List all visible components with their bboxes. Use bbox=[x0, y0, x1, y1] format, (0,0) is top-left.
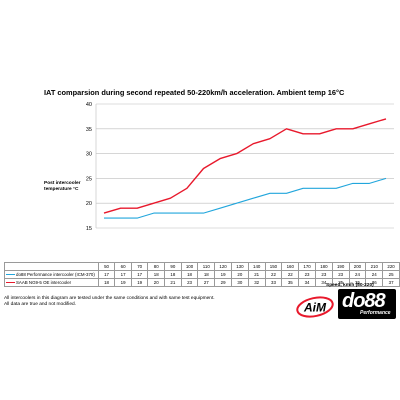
series-line-1 bbox=[104, 177, 387, 219]
legend-entry: do88 Performance intercooler (ICM-370) bbox=[4, 270, 99, 279]
y-tick-label: 25 bbox=[86, 176, 92, 182]
x-tick-label: 110 bbox=[197, 262, 216, 271]
x-tick-label: 70 bbox=[130, 262, 149, 271]
do88-logo-text: do88 bbox=[342, 290, 386, 312]
data-label: 23 bbox=[298, 270, 316, 279]
x-tick-label: 90 bbox=[164, 262, 182, 271]
x-tick-label: 120 bbox=[214, 262, 232, 271]
data-label: 19 bbox=[130, 278, 149, 287]
data-label: 29 bbox=[214, 278, 232, 287]
series-line-2 bbox=[103, 118, 387, 214]
data-label: 23 bbox=[180, 278, 199, 287]
footnote: All intercoolers in this diagram are tes… bbox=[4, 296, 215, 309]
table-corner-cell bbox=[4, 262, 99, 271]
data-label: 18 bbox=[147, 270, 166, 279]
aim-logo: AiM bbox=[296, 296, 334, 318]
table-row: do88 Performance intercooler (ICM-370) 17… bbox=[4, 270, 400, 279]
data-label: 18 bbox=[180, 270, 199, 279]
data-label: 25 bbox=[382, 270, 400, 279]
data-label: 18 bbox=[97, 278, 116, 287]
x-tick-label: 210 bbox=[365, 262, 384, 271]
data-label: 24 bbox=[365, 270, 384, 279]
data-label: 23 bbox=[331, 270, 350, 279]
data-label: 17 bbox=[114, 270, 132, 279]
data-label: 24 bbox=[348, 270, 367, 279]
data-label: 18 bbox=[197, 270, 216, 279]
y-tick-label: 15 bbox=[86, 226, 92, 232]
x-tick-label: 130 bbox=[230, 262, 249, 271]
footnote-line: All data are true and not modified. bbox=[4, 302, 76, 308]
y-tick-label: 35 bbox=[86, 127, 92, 133]
series-lines bbox=[103, 118, 387, 219]
data-label: 17 bbox=[130, 270, 149, 279]
legend-swatch bbox=[6, 282, 15, 284]
legend-label: SAAB NG9-5 OE intercooler bbox=[16, 280, 72, 285]
x-tick-label: 60 bbox=[114, 262, 132, 271]
gridlines bbox=[95, 103, 394, 229]
legend-swatch bbox=[6, 274, 15, 276]
x-tick-label: 170 bbox=[298, 262, 316, 271]
x-axis-label: Speed, km/h (50-220) bbox=[326, 283, 374, 288]
y-tick-label: 20 bbox=[86, 201, 92, 207]
data-label: 21 bbox=[164, 278, 182, 287]
x-tick-label: 190 bbox=[331, 262, 350, 271]
x-tick-label: 140 bbox=[247, 262, 266, 271]
y-axis-label: Post intercooler temperature °C bbox=[44, 181, 81, 192]
data-label: 21 bbox=[247, 270, 266, 279]
data-label: 32 bbox=[247, 278, 266, 287]
x-tick-label: 80 bbox=[147, 262, 166, 271]
y-tick-labels: 15 20 25 30 35 40 bbox=[86, 102, 92, 232]
data-label: 17 bbox=[97, 270, 116, 279]
x-tick-label: 50 bbox=[97, 262, 116, 271]
chart-title: IAT comparsion during second repeated 50… bbox=[44, 88, 345, 97]
data-label: 23 bbox=[314, 270, 333, 279]
x-tick-label: 200 bbox=[348, 262, 367, 271]
data-table: 50 60 70 80 90 100 110 120 130 140 150 160 170 180 190… bbox=[4, 262, 400, 287]
do88-logo-subtext: Performance bbox=[360, 310, 391, 316]
data-label: 35 bbox=[281, 278, 300, 287]
data-label: 30 bbox=[230, 278, 249, 287]
x-tick-label: 100 bbox=[180, 262, 199, 271]
x-tick-label: 160 bbox=[281, 262, 300, 271]
data-label: 22 bbox=[264, 270, 283, 279]
table-header-row: 50 60 70 80 90 100 110 120 130 140 150 160 170 180 190… bbox=[4, 262, 400, 271]
data-label: 19 bbox=[214, 270, 232, 279]
legend-entry: SAAB NG9-5 OE intercooler bbox=[4, 278, 99, 287]
x-tick-label: 150 bbox=[264, 262, 283, 271]
y-tick-label: 40 bbox=[86, 102, 92, 108]
legend-label: do88 Performance intercooler (ICM-370) bbox=[16, 272, 95, 277]
data-label: 18 bbox=[164, 270, 182, 279]
aim-logo-text: AiM bbox=[303, 301, 327, 315]
data-label: 33 bbox=[264, 278, 283, 287]
data-label: 20 bbox=[230, 270, 249, 279]
table-row: SAAB NG9-5 OE intercooler 18 19 19 20 21 23 27 2… bbox=[4, 278, 400, 287]
data-label: 20 bbox=[147, 278, 166, 287]
footnote-line: All intercoolers in this diagram are tes… bbox=[4, 296, 215, 301]
do88-logo: do88 Performance bbox=[338, 289, 396, 319]
data-label: 37 bbox=[382, 278, 400, 287]
data-label: 27 bbox=[197, 278, 216, 287]
x-tick-label: 220 bbox=[382, 262, 400, 271]
data-label: 34 bbox=[298, 278, 316, 287]
data-label: 19 bbox=[114, 278, 132, 287]
x-tick-label: 180 bbox=[314, 262, 333, 271]
data-label: 22 bbox=[281, 270, 300, 279]
y-tick-label: 30 bbox=[86, 152, 92, 158]
